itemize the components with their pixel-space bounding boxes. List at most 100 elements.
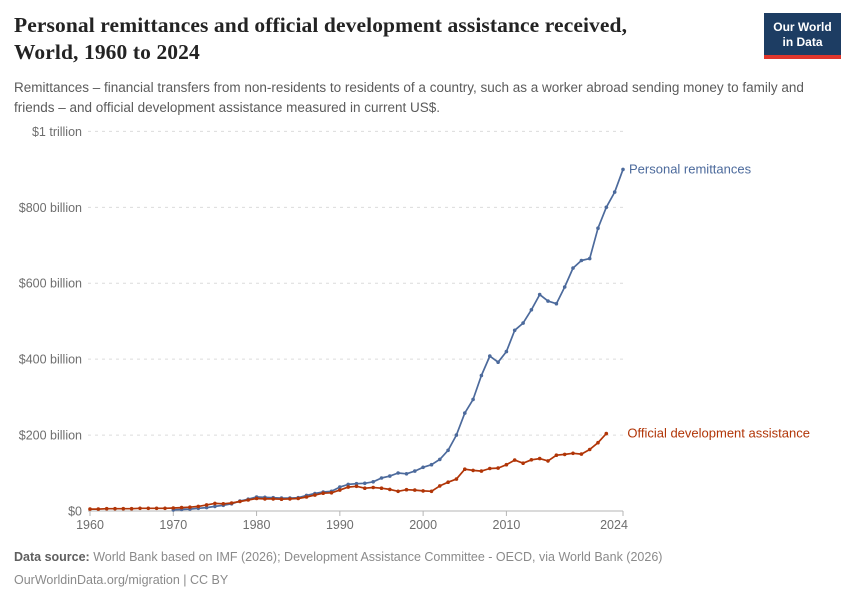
data-point[interactable] (254, 496, 259, 501)
data-point[interactable] (587, 447, 592, 452)
data-point[interactable] (196, 504, 201, 509)
data-point[interactable] (396, 471, 400, 475)
data-point[interactable] (121, 506, 126, 511)
data-point[interactable] (529, 308, 534, 312)
data-point[interactable] (562, 452, 567, 457)
data-point[interactable] (421, 465, 425, 470)
data-point[interactable] (454, 433, 459, 437)
series-line-official-development-assistance[interactable] (89, 432, 608, 510)
data-point[interactable] (113, 506, 117, 511)
data-point[interactable] (346, 482, 351, 487)
data-point[interactable] (504, 462, 509, 467)
data-point[interactable] (604, 431, 609, 436)
data-point[interactable] (213, 504, 217, 509)
data-point[interactable] (429, 489, 434, 494)
data-point[interactable] (546, 299, 550, 303)
data-point[interactable] (512, 328, 517, 333)
data-point[interactable] (88, 507, 92, 511)
data-point[interactable] (554, 301, 559, 306)
data-point[interactable] (496, 360, 500, 365)
data-point[interactable] (129, 506, 134, 511)
data-point[interactable] (471, 468, 475, 473)
data-point[interactable] (388, 487, 392, 492)
data-point[interactable] (604, 205, 609, 210)
data-point[interactable] (346, 485, 351, 489)
data-point[interactable] (471, 397, 475, 402)
data-point[interactable] (421, 489, 425, 493)
data-point[interactable] (238, 499, 242, 504)
data-point[interactable] (579, 258, 584, 263)
data-point[interactable] (396, 489, 400, 494)
data-point[interactable] (488, 466, 492, 471)
data-point[interactable] (246, 498, 250, 502)
data-point[interactable] (338, 488, 342, 492)
data-point[interactable] (321, 491, 326, 496)
data-point[interactable] (438, 484, 442, 488)
data-point[interactable] (537, 456, 542, 461)
data-point[interactable] (413, 469, 417, 473)
data-point[interactable] (313, 493, 317, 497)
data-point[interactable] (229, 501, 234, 505)
data-point[interactable] (104, 506, 109, 511)
data-point[interactable] (529, 458, 534, 462)
data-point[interactable] (512, 458, 517, 462)
data-point[interactable] (404, 472, 409, 476)
data-point[interactable] (213, 501, 217, 506)
data-point[interactable] (371, 480, 376, 484)
data-point[interactable] (504, 349, 509, 354)
data-point[interactable] (579, 452, 584, 456)
data-point[interactable] (263, 497, 267, 501)
data-point[interactable] (379, 476, 384, 480)
data-point[interactable] (154, 506, 159, 511)
data-point[interactable] (363, 481, 367, 486)
data-point[interactable] (438, 457, 442, 462)
data-point[interactable] (429, 462, 434, 467)
license-label[interactable]: CC BY (190, 572, 229, 587)
data-point[interactable] (554, 453, 559, 458)
data-point[interactable] (363, 486, 367, 491)
data-point[interactable] (521, 321, 525, 325)
data-point[interactable] (146, 506, 151, 511)
data-point[interactable] (404, 487, 409, 492)
data-point[interactable] (271, 497, 276, 501)
data-point[interactable] (204, 505, 209, 510)
data-point[interactable] (571, 266, 575, 270)
data-point[interactable] (621, 167, 625, 172)
data-point[interactable] (304, 495, 309, 499)
data-point[interactable] (296, 496, 301, 501)
owid-url-link[interactable]: OurWorldinData.org/migration (14, 572, 180, 587)
data-point[interactable] (379, 486, 384, 491)
data-point[interactable] (388, 474, 392, 478)
data-point[interactable] (612, 190, 617, 194)
data-point[interactable] (562, 285, 567, 289)
data-point[interactable] (496, 466, 500, 470)
data-point[interactable] (454, 477, 459, 481)
series-line-personal-remittances[interactable] (172, 168, 624, 511)
data-point[interactable] (413, 488, 417, 492)
data-point[interactable] (587, 256, 592, 261)
data-point[interactable] (171, 506, 176, 510)
data-point[interactable] (188, 505, 192, 510)
data-point[interactable] (488, 354, 492, 358)
data-point[interactable] (446, 480, 450, 485)
data-point[interactable] (596, 440, 600, 445)
data-point[interactable] (596, 226, 600, 230)
data-point[interactable] (463, 411, 467, 415)
data-point[interactable] (571, 451, 575, 456)
data-point[interactable] (463, 467, 467, 472)
data-point[interactable] (371, 485, 376, 490)
data-point[interactable] (537, 292, 542, 297)
data-point[interactable] (138, 506, 142, 511)
data-point[interactable] (288, 497, 292, 501)
data-point[interactable] (479, 373, 484, 378)
data-point[interactable] (279, 497, 284, 502)
data-point[interactable] (96, 507, 101, 511)
data-point[interactable] (221, 502, 226, 506)
data-point[interactable] (179, 505, 184, 510)
data-point[interactable] (546, 459, 550, 463)
owid-logo[interactable]: Our World in Data (764, 13, 841, 60)
data-point[interactable] (329, 491, 334, 495)
data-point[interactable] (354, 481, 359, 486)
data-point[interactable] (521, 461, 525, 466)
data-point[interactable] (446, 448, 450, 453)
